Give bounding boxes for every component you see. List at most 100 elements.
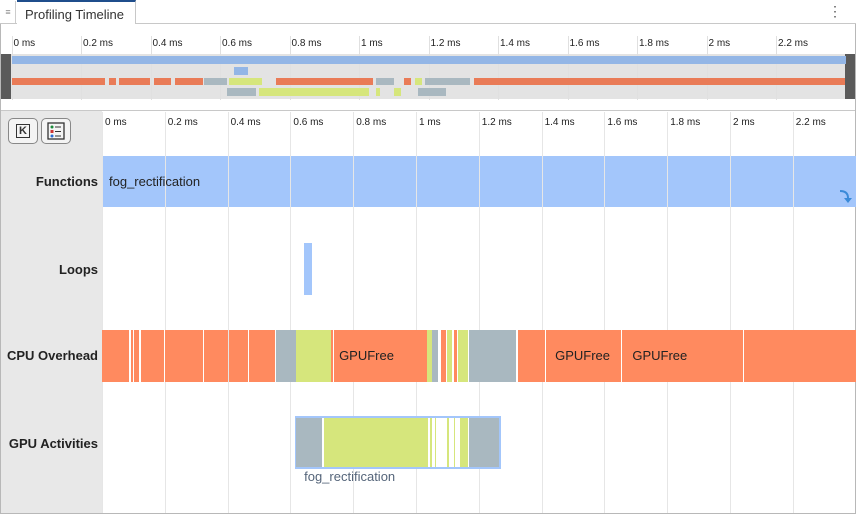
row-label-gpu-activities: GPU Activities	[8, 436, 98, 451]
main-tick-label: 0.2 ms	[167, 117, 198, 128]
gpu-segment[interactable]	[324, 418, 428, 467]
overview-gpu-segment	[393, 88, 401, 96]
legend-list-icon	[47, 122, 65, 140]
cpu-segment[interactable]	[698, 330, 718, 382]
overview-tick	[220, 36, 221, 100]
gpu-segment[interactable]	[453, 418, 456, 467]
cpu-segment[interactable]	[295, 330, 332, 382]
cpu-segment[interactable]	[622, 330, 699, 382]
row-label-functions: Functions	[35, 174, 98, 189]
cpu-segment[interactable]	[458, 330, 468, 382]
cpu-segment[interactable]	[545, 330, 622, 382]
gridline	[290, 112, 292, 513]
overview-tick	[150, 36, 152, 100]
cpu-segment[interactable]	[469, 330, 517, 382]
cpu-segment[interactable]	[426, 330, 432, 382]
cpu-segment[interactable]	[102, 330, 130, 382]
overview-tick-label: 2.2 ms	[778, 38, 809, 49]
gpu-segment[interactable]	[447, 418, 449, 467]
overview-tick	[706, 36, 708, 100]
overview-tick	[567, 36, 569, 100]
overview-cpu-segment	[119, 78, 151, 85]
cpu-segment[interactable]	[248, 330, 272, 382]
cpu-segment[interactable]	[431, 330, 438, 382]
overview-cpu-segment	[174, 78, 203, 85]
gridline	[102, 112, 103, 513]
overview-left-handle[interactable]	[1, 54, 11, 99]
overview-tick-label: 0.4 ms	[152, 38, 183, 49]
overview-tick	[289, 36, 291, 100]
gridline	[478, 112, 480, 513]
main-tick-label: 1.4 ms	[544, 117, 575, 128]
drag-grip-icon[interactable]: ≡	[1, 1, 16, 23]
overview-tick-label: 1.2 ms	[430, 38, 461, 49]
overview-tick	[776, 36, 777, 100]
overview-tick-label: 0 ms	[13, 38, 36, 49]
overview-cpu-segment	[414, 78, 422, 85]
overview-tick-label: 1.6 ms	[569, 38, 600, 49]
overview-gpu-segment	[258, 88, 370, 96]
cpu-segment[interactable]	[131, 330, 133, 382]
gridline	[541, 112, 543, 513]
main-tick-label: 1 ms	[419, 117, 441, 128]
expand-arrow-icon[interactable]	[838, 189, 852, 205]
cpu-segment[interactable]	[331, 330, 333, 382]
overview-cpu-segment	[228, 78, 262, 85]
loop-bar[interactable]	[303, 243, 313, 295]
overview-tick-label: 1 ms	[361, 38, 383, 49]
gpu-segment[interactable]	[434, 418, 437, 467]
kebab-menu-icon[interactable]: ⋮	[828, 3, 842, 19]
tab-profiling-timeline[interactable]: Profiling Timeline	[17, 0, 136, 24]
gpu-segment[interactable]	[459, 418, 468, 467]
overview-gpu-segment	[418, 88, 446, 96]
overview-cpu-segment	[11, 78, 106, 85]
overview-tick	[637, 36, 638, 100]
overview-tick	[11, 36, 13, 100]
gridline	[604, 112, 606, 513]
overview-tick	[498, 36, 499, 100]
cpu-segment[interactable]	[441, 330, 446, 382]
main-tick-label: 1.6 ms	[607, 117, 638, 128]
function-label: fog_rectification	[109, 174, 201, 189]
overview-loop-mark	[233, 67, 248, 75]
gridline	[353, 112, 355, 513]
cpu-segment[interactable]	[204, 330, 228, 382]
gpu-segment[interactable]	[430, 418, 432, 467]
overview-cpu-segment	[153, 78, 172, 85]
cpu-segment[interactable]	[717, 330, 743, 382]
overview-cpu-segment	[204, 78, 227, 85]
gpu-segment[interactable]	[296, 418, 322, 467]
cpu-segment[interactable]	[447, 330, 453, 382]
gpu-segment[interactable]	[469, 418, 500, 467]
cpu-segment[interactable]	[134, 330, 139, 382]
overview-cpu-segment	[425, 78, 471, 85]
keyboard-icon: K	[16, 124, 30, 138]
legend-button[interactable]	[41, 118, 71, 144]
main-tick-label: 0.6 ms	[293, 117, 324, 128]
cpu-segment[interactable]	[228, 330, 248, 382]
cpu-segment[interactable]	[140, 330, 164, 382]
cpu-segment[interactable]	[271, 330, 276, 382]
overview-cpu-segment	[108, 78, 116, 85]
cpu-segment-label: GPUFree	[632, 348, 688, 363]
main-tick-label: 2.2 ms	[795, 117, 826, 128]
tab-bar: ≡ Profiling Timeline ⋮	[0, 0, 856, 24]
main-tick-label: 0.8 ms	[356, 117, 387, 128]
cpu-segment[interactable]	[334, 330, 427, 382]
overview-cpu-segment	[473, 78, 846, 85]
row-label-column	[1, 111, 102, 513]
main-tick-label: 0 ms	[105, 117, 127, 128]
keyboard-shortcuts-button[interactable]: K	[8, 118, 38, 144]
overview-cpu-segment	[404, 78, 412, 85]
overview-right-handle[interactable]	[845, 54, 855, 99]
overview-tick	[81, 36, 82, 100]
cpu-segment[interactable]	[518, 330, 545, 382]
cpu-segment[interactable]	[276, 330, 296, 382]
overview-cpu-segment	[275, 78, 373, 85]
main-tick-label: 0.4 ms	[230, 117, 261, 128]
overview-tick-label: 1.8 ms	[639, 38, 670, 49]
overview-tick-label: 0.2 ms	[83, 38, 114, 49]
cpu-segment[interactable]	[453, 330, 457, 382]
cpu-segment[interactable]	[743, 330, 856, 382]
cpu-segment[interactable]	[164, 330, 204, 382]
